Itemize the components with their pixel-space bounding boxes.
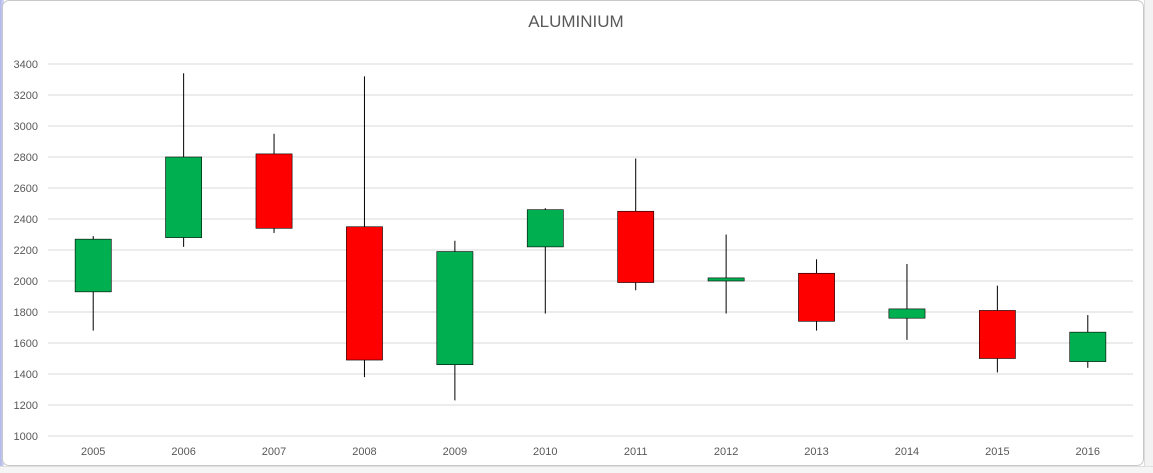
y-tick-label: 1800 [14, 307, 38, 319]
y-tick-label: 2000 [14, 276, 38, 288]
x-tick-label: 2006 [171, 446, 195, 458]
x-tick-label: 2013 [804, 446, 828, 458]
x-tick-label: 2015 [985, 446, 1009, 458]
y-tick-label: 1200 [14, 400, 38, 412]
candle-body [255, 153, 293, 229]
y-tick-label: 2800 [14, 152, 38, 164]
candle-body [888, 308, 926, 319]
x-tick-label: 2014 [895, 446, 919, 458]
x-tick-label: 2005 [81, 446, 105, 458]
candle-body [978, 310, 1016, 359]
x-tick-label: 2010 [533, 446, 557, 458]
candle-body [1069, 331, 1107, 362]
scrollbar-track[interactable] [1144, 0, 1153, 473]
x-tick-label: 2012 [714, 446, 738, 458]
y-axis: 1000 1200 1400 1600 1800 2000 2200 2400 2600 2800… [14, 59, 38, 443]
x-tick-label: 2009 [443, 446, 467, 458]
y-tick-label: 1600 [14, 338, 38, 350]
y-tick-label: 1000 [14, 431, 38, 443]
x-tick-label: 2011 [624, 446, 648, 458]
x-tick-label: 2008 [352, 446, 376, 458]
candle-body [346, 226, 383, 361]
bottom-scroll-strip[interactable] [0, 466, 1153, 473]
candle-body [74, 238, 112, 293]
y-tick-label: 1400 [14, 369, 38, 381]
y-tick-label: 2200 [14, 245, 38, 257]
x-axis: 2005 2006 2007 2008 2009 2010 2011 2012 2013 2014… [81, 446, 1100, 458]
y-tick-label: 2600 [14, 183, 38, 195]
candle-body [798, 272, 835, 322]
y-tick-label: 3000 [14, 121, 38, 133]
chart-title: ALUMINIUM [528, 12, 623, 31]
candle-body [436, 251, 474, 366]
x-tick-label: 2016 [1076, 446, 1100, 458]
x-tick-label: 2007 [262, 446, 286, 458]
y-tick-label: 2400 [14, 214, 38, 226]
candle-body [617, 210, 655, 283]
y-tick-label: 3200 [14, 90, 38, 102]
candle-body [707, 277, 745, 282]
grid-lines [48, 63, 1133, 437]
candle-body [165, 156, 203, 238]
candle-body [526, 209, 564, 248]
y-tick-label: 3400 [14, 59, 38, 71]
candles [74, 73, 1107, 401]
